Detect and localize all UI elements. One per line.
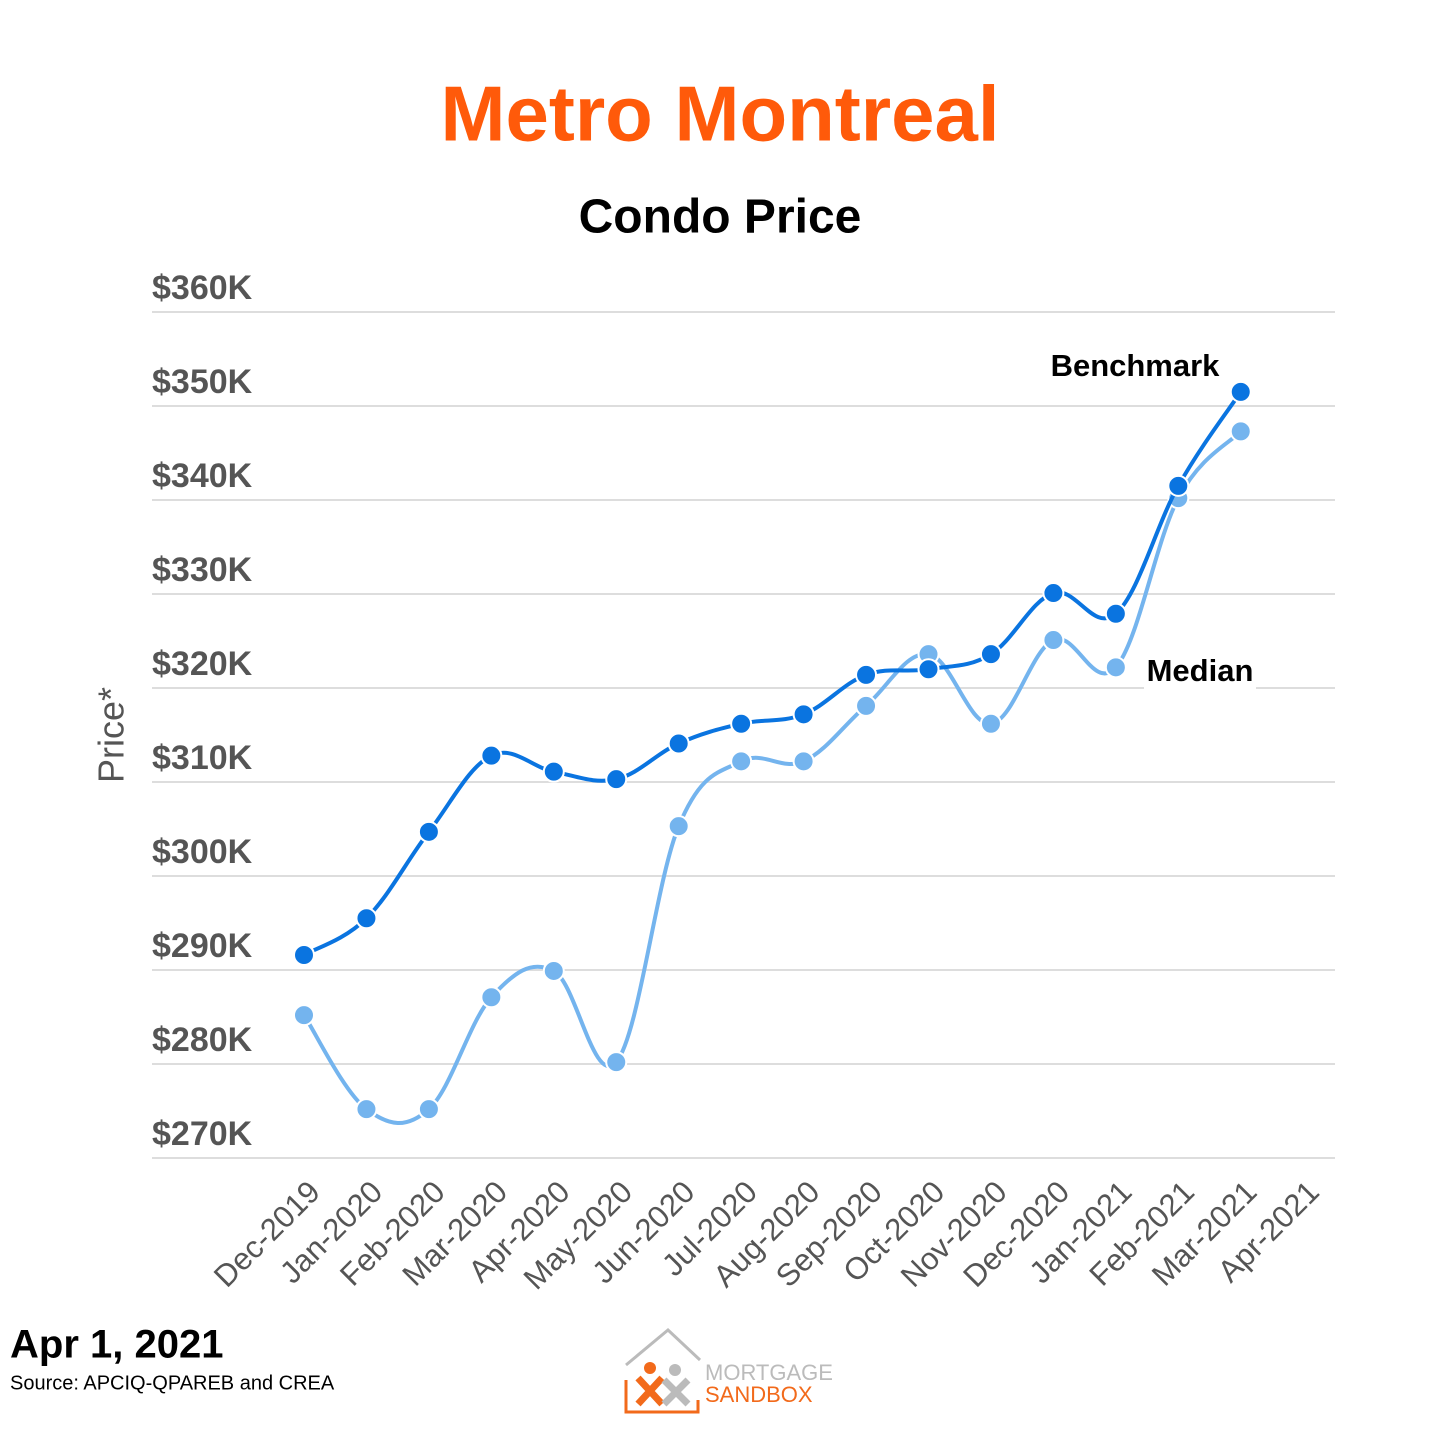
logo-base: [624, 1380, 700, 1414]
y-tick-label: $290K: [152, 927, 253, 965]
footer-source: Source: APCIQ-QPAREB and CREA: [10, 1372, 335, 1394]
legend-label-bg: [1144, 652, 1256, 694]
data-point: [1167, 474, 1190, 497]
y-tick-label: $340K: [152, 457, 253, 495]
logo-figure: [661, 1377, 691, 1407]
data-point: [792, 703, 815, 726]
data-point: [542, 760, 565, 783]
logo-figure: [669, 1364, 681, 1376]
data-point: [605, 768, 628, 791]
data-point: [605, 1051, 628, 1074]
data-point: [417, 820, 440, 843]
data-point: [480, 744, 503, 767]
logo-roof: [625, 1327, 702, 1367]
data-point: [1229, 380, 1252, 403]
chart-title: Metro Montreal: [440, 70, 999, 158]
data-point: [855, 694, 878, 717]
data-point: [1042, 629, 1065, 652]
y-tick-label: $360K: [152, 269, 253, 307]
data-point: [979, 712, 1002, 735]
legend-label: Median: [1147, 653, 1254, 688]
chart-subtitle: Condo Price: [579, 191, 862, 244]
data-point: [855, 663, 878, 686]
data-point: [293, 943, 315, 966]
data-point: [979, 643, 1002, 666]
logo-figure: [644, 1362, 656, 1374]
plot-area: $270K $280K $290K $300K $310K $320K $330K $340K…: [152, 269, 1335, 1296]
data-point: [1229, 420, 1252, 443]
data-point: [480, 986, 503, 1009]
data-point: [917, 658, 940, 681]
logo-text: MORTGAGE: [705, 1360, 833, 1385]
data-point: [667, 732, 690, 755]
logo-figure: [635, 1375, 665, 1407]
data-point: [293, 1004, 315, 1027]
data-point: [730, 712, 753, 735]
data-point: [792, 750, 815, 773]
footer-date: Apr 1, 2021: [10, 1323, 223, 1367]
y-tick-label: $280K: [152, 1021, 253, 1059]
data-point: [730, 750, 753, 773]
data-point: [355, 907, 378, 930]
data-point: [1042, 582, 1065, 605]
y-tick-label: $330K: [152, 551, 253, 589]
logo-text: SANDBOX: [705, 1382, 813, 1407]
data-point: [355, 1098, 378, 1121]
y-tick-label: $300K: [152, 833, 253, 871]
logo: MORTGAGE SANDBOX: [624, 1327, 833, 1414]
y-tick-label: $270K: [152, 1115, 253, 1153]
y-axis-label: Price*: [91, 687, 132, 783]
legend-label: Benchmark: [1051, 348, 1221, 383]
data-point: [667, 815, 690, 838]
data-point: [1104, 656, 1127, 679]
y-tick-label: $310K: [152, 739, 253, 777]
series-line: [302, 429, 1243, 1125]
y-tick-label: $320K: [152, 645, 253, 683]
data-point: [417, 1098, 440, 1121]
data-point: [1104, 602, 1127, 625]
y-tick-label: $350K: [152, 363, 253, 401]
data-point: [542, 959, 565, 982]
